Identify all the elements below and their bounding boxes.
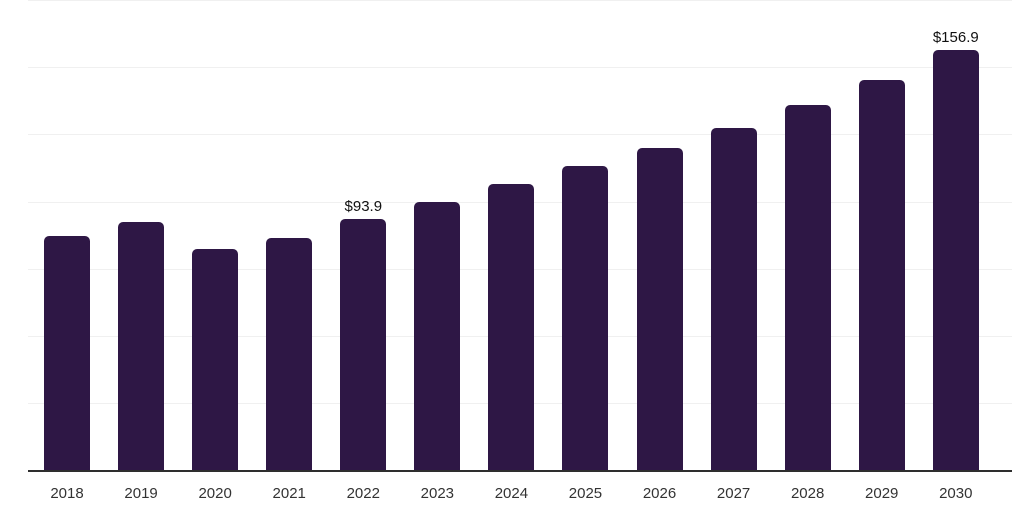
x-tick-label-2023: 2023: [420, 484, 455, 502]
gridline-175: [28, 0, 1012, 1]
x-tick-label-2022: 2022: [346, 484, 380, 502]
x-tick-label-2019: 2019: [124, 484, 158, 502]
bar-2030[interactable]: $156.9: [932, 30, 979, 471]
bar-2022[interactable]: $93.9: [340, 199, 387, 471]
x-tick-label-2030: 2030: [939, 484, 973, 502]
bar-2028[interactable]: [784, 105, 831, 471]
bar-2029[interactable]: [858, 80, 905, 471]
bar-value-label-2030: $156.9: [932, 29, 979, 46]
x-tick-label-2021: 2021: [272, 484, 306, 502]
bar-2020[interactable]: [192, 249, 239, 471]
bar-2025[interactable]: [562, 166, 609, 471]
x-tick-label-2024: 2024: [494, 484, 529, 502]
gridline-125: [28, 134, 1012, 135]
bar-2024[interactable]: [488, 184, 535, 471]
bar-2027[interactable]: [710, 128, 757, 471]
bar-2026[interactable]: [636, 148, 683, 471]
x-tick-label-2028: 2028: [790, 484, 825, 502]
x-tick-label-2026: 2026: [642, 484, 677, 502]
plot-area: $93.9 $156.9: [28, 0, 1012, 471]
x-tick-label-2020: 2020: [198, 484, 232, 502]
x-tick-label-2018: 2018: [50, 484, 84, 502]
bar-2019[interactable]: [118, 222, 165, 471]
gridline-150: [28, 67, 1012, 68]
bar-value-label-2022: $93.9: [344, 198, 383, 215]
x-axis-labels: 2018 2019 2020 2021 2022 2023 2024 2025 2026 2027…: [30, 482, 993, 504]
bar-2021[interactable]: [266, 238, 313, 471]
x-tick-label-2029: 2029: [865, 484, 899, 502]
x-tick-label-2027: 2027: [716, 484, 751, 502]
x-axis-line: [28, 470, 1012, 472]
bar-2018[interactable]: [44, 236, 91, 471]
x-tick-label-2025: 2025: [568, 484, 603, 502]
bars-row: $93.9 $156.9: [30, 0, 993, 471]
bar-2023[interactable]: [414, 202, 461, 471]
